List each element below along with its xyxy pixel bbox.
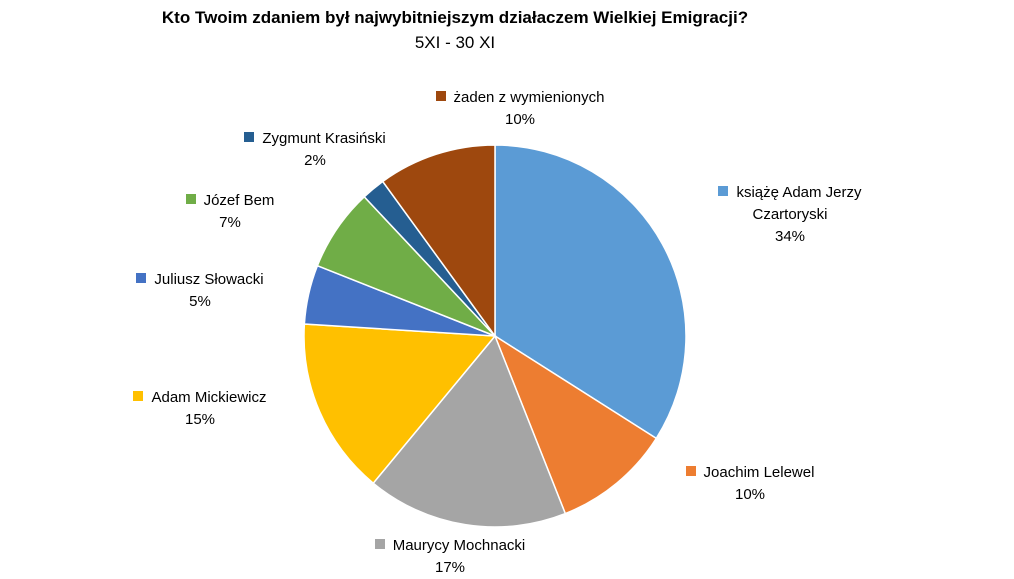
slice-label: Joachim Lelewel 10% — [670, 462, 830, 506]
slice-percent: 10% — [504, 111, 536, 128]
slice-label: Józef Bem 7% — [175, 190, 285, 234]
slice-label-text: żaden z wymienionych — [453, 89, 605, 106]
slice-percent: 5% — [189, 293, 211, 310]
legend-key-icon — [244, 132, 255, 142]
legend-key-icon — [374, 539, 385, 549]
slice-label-text: Zygmunt Krasiński — [262, 130, 386, 147]
slice-percent: 10% — [734, 486, 766, 503]
chart-title: Kto Twoim zdaniem był najwybitniejszym d… — [161, 8, 749, 27]
pie-slice — [494, 144, 687, 440]
slice-label: Juliusz Słowacki 5% — [115, 269, 285, 313]
slice-percent: 34% — [774, 228, 806, 245]
slice-label-text: książę Adam Jerzy — [736, 184, 862, 201]
pie-slice — [303, 323, 497, 485]
slice-label-text: Joachim Lelewel — [703, 464, 815, 481]
slice-percent: 2% — [304, 152, 326, 169]
slice-label-text: Juliusz Słowacki — [154, 271, 264, 288]
slice-percent: 7% — [219, 214, 241, 231]
legend-key-icon — [133, 391, 144, 401]
slice-label: książę Adam Jerzy Czartoryski 34% — [700, 182, 880, 248]
pie-slice — [381, 144, 496, 339]
legend-key-icon — [136, 273, 147, 283]
pie-slice — [372, 334, 567, 528]
slice-label: Maurycy Mochnacki 17% — [350, 535, 550, 579]
slice-percent: 15% — [184, 411, 216, 428]
pie-slice — [493, 334, 658, 515]
legend-key-icon — [685, 466, 696, 476]
legend-key-icon — [435, 91, 446, 101]
slice-label: Zygmunt Krasiński 2% — [225, 128, 405, 172]
slice-label-text: Maurycy Mochnacki — [392, 537, 526, 554]
legend-key-icon — [718, 186, 729, 196]
slice-label: Adam Mickiewicz 15% — [110, 387, 290, 431]
slice-label: żaden z wymienionych 10% — [405, 87, 635, 131]
slice-percent: 17% — [434, 559, 466, 576]
slice-label-text: Adam Mickiewicz — [151, 389, 267, 406]
legend-key-icon — [185, 194, 196, 204]
slice-label-text: Czartoryski — [752, 206, 828, 223]
slice-label-text: Józef Bem — [203, 192, 275, 209]
chart-subtitle: 5XI - 30 XI — [414, 33, 496, 52]
